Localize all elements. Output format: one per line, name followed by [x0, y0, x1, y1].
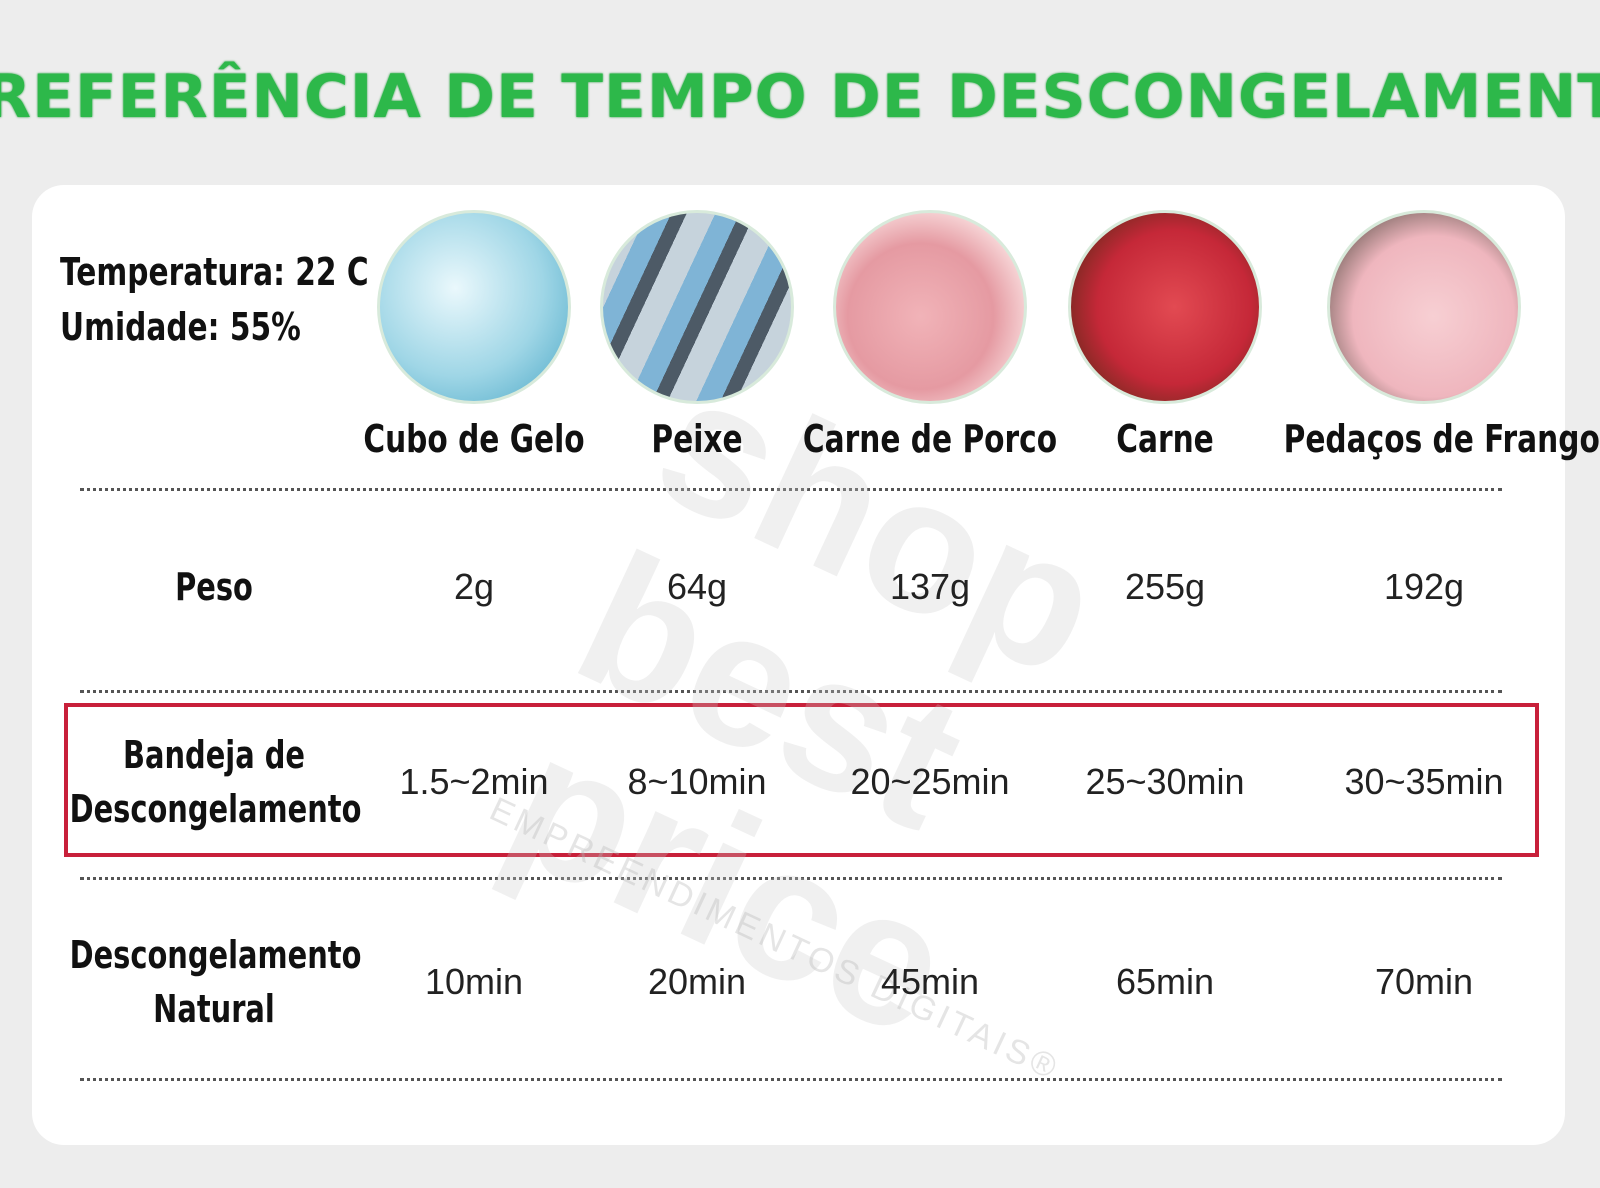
ice-image: [377, 210, 571, 404]
cell: 2g: [453, 566, 495, 607]
cell: 255g: [1124, 566, 1206, 607]
cell: 45min: [880, 961, 980, 1002]
divider: [80, 488, 1502, 491]
beef-image: [1068, 210, 1262, 404]
condition: Temperatura: 22 C: [60, 250, 369, 294]
cell: 64g: [666, 566, 728, 607]
chicken-image: [1327, 210, 1521, 404]
cell: 8~10min: [627, 761, 767, 802]
cell: 70min: [1374, 961, 1474, 1002]
fish-image: [600, 210, 794, 404]
row-label: Bandeja de Descongelamento: [69, 733, 362, 831]
cell: 20min: [647, 961, 747, 1002]
cell: 25~30min: [1085, 761, 1245, 802]
column-header: Carne de Porco: [802, 417, 1058, 461]
cell: 1.5~2min: [399, 761, 549, 802]
column-header: Peixe: [651, 417, 743, 461]
divider: [80, 877, 1502, 880]
cell: 65min: [1115, 961, 1215, 1002]
card: [32, 185, 1565, 1145]
column-header: Cubo de Gelo: [363, 417, 585, 461]
column-header: Carne: [1116, 417, 1214, 461]
divider: [80, 1078, 1502, 1081]
cell: 20~25min: [850, 761, 1010, 802]
condition: Umidade: 55%: [60, 305, 301, 349]
cell: 137g: [889, 566, 971, 607]
title: REFERÊNCIA DE TEMPO DE DESCONGELAMENTO: [0, 62, 1600, 132]
column-header: Pedaços de Frango: [1283, 417, 1600, 461]
pork-image: [833, 210, 1027, 404]
cell: 192g: [1383, 566, 1465, 607]
cell: 10min: [424, 961, 524, 1002]
highlight-box: [64, 703, 1539, 857]
row-label: Descongelamento Natural: [69, 933, 362, 1031]
cell: 30~35min: [1344, 761, 1504, 802]
row-label: Peso: [175, 565, 253, 609]
divider: [80, 690, 1502, 693]
